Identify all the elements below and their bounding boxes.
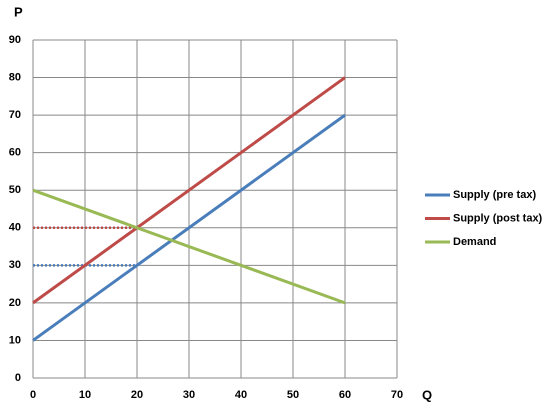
legend-label: Demand (453, 236, 496, 248)
x-tick-label: 20 (131, 389, 143, 401)
x-tick-label: 10 (79, 389, 91, 401)
y-axis-label: P (14, 4, 23, 19)
y-tick-label: 70 (9, 109, 21, 121)
y-tick-label: 30 (9, 259, 21, 271)
x-tick-label: 40 (235, 389, 247, 401)
y-tick-label: 0 (15, 372, 21, 384)
x-axis-label: Q (422, 387, 432, 402)
y-tick-label: 50 (9, 184, 21, 196)
series-line (32, 113, 346, 342)
y-tick-label: 20 (9, 297, 21, 309)
x-tick-label: 50 (287, 389, 299, 401)
y-tick-label: 60 (9, 147, 21, 159)
y-tick-label: 90 (9, 34, 21, 46)
legend-label: Supply (post tax) (453, 212, 543, 224)
series-line (32, 188, 346, 305)
y-tick-label: 80 (9, 71, 21, 83)
y-tick-label: 40 (9, 222, 21, 234)
x-tick-label: 70 (391, 389, 403, 401)
x-tick-label: 30 (183, 389, 195, 401)
legend-label: Supply (pre tax) (453, 189, 536, 201)
y-tick-label: 10 (9, 334, 21, 346)
x-tick-label: 60 (339, 389, 351, 401)
series-line (32, 76, 346, 305)
x-tick-label: 0 (30, 389, 36, 401)
